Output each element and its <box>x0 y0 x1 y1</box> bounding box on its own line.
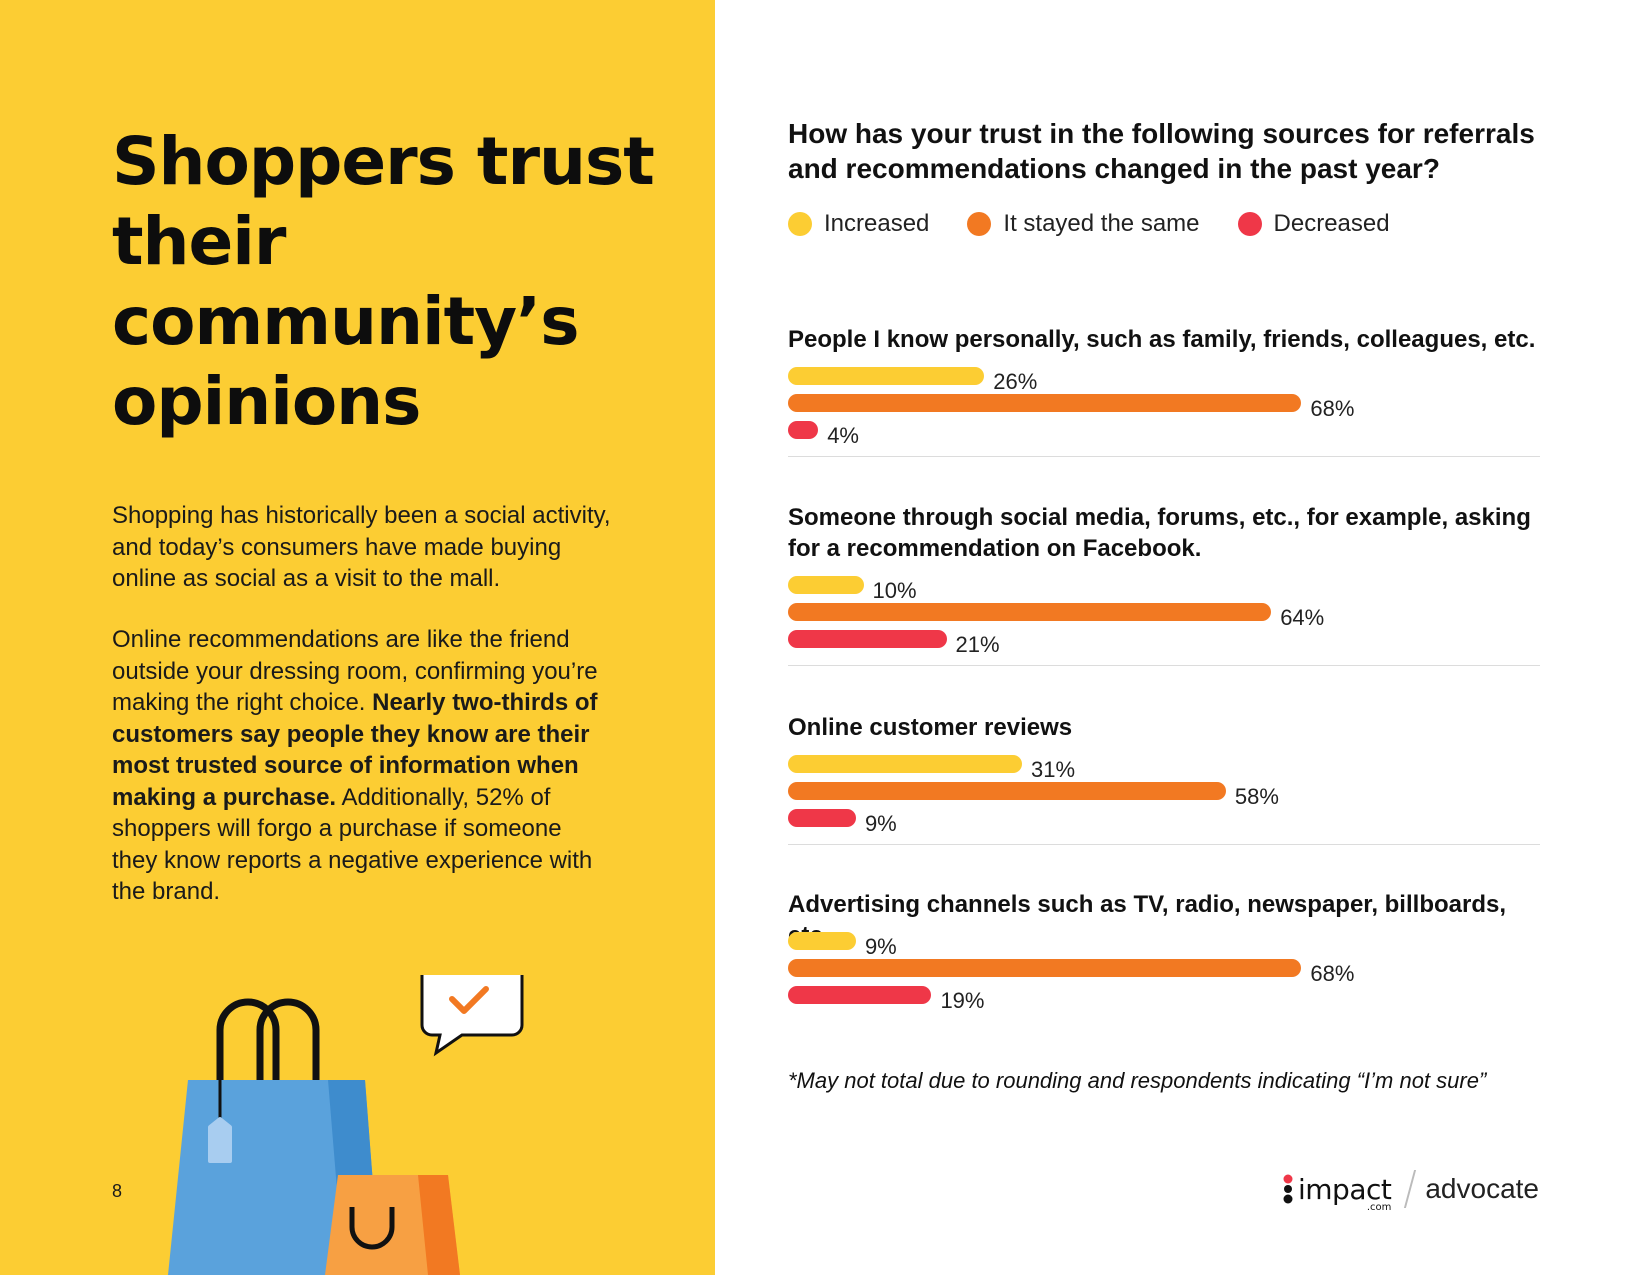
group-divider <box>788 844 1540 845</box>
category-label: Online customer reviews <box>788 714 1073 741</box>
logo-brand-text: impact .com <box>1298 1172 1392 1213</box>
left-panel: Shoppers trust their community’s opinion… <box>0 0 715 1275</box>
stat-paragraph-start: Online recommendations are like the frie… <box>112 626 598 716</box>
intro-paragraph: Shopping has historically been a social … <box>112 502 611 592</box>
bar-decreased <box>788 630 947 648</box>
logo-brand-suffix: .com <box>1366 1201 1392 1213</box>
category-label: People I know personally, such as family… <box>788 326 1536 353</box>
impact-advocate-logo: impact .com advocate <box>1282 1170 1539 1213</box>
legend-swatch-decreased <box>1237 212 1262 236</box>
bar-value-label: 9% <box>864 811 897 836</box>
bar-increased <box>788 755 1023 773</box>
page-number: 8 <box>112 1181 123 1201</box>
bar-value-label: 9% <box>864 934 897 959</box>
shopping-bags-illustration <box>168 975 524 1275</box>
bar-value-label: 4% <box>827 423 859 448</box>
bar-value-label: 21% <box>955 632 1000 657</box>
bar-decreased <box>788 421 819 439</box>
legend-swatch-increased <box>788 212 812 236</box>
bar-value-label: 64% <box>1280 605 1325 630</box>
bar-value-label: 26% <box>993 369 1038 394</box>
bar-chart: People I know personally, such as family… <box>788 0 1540 1275</box>
logo-brand: impact <box>1298 1172 1392 1206</box>
bar-stayed-same <box>788 959 1302 977</box>
impact-logo-mark-icon <box>1283 1174 1293 1204</box>
bar-value-label: 68% <box>1310 961 1355 986</box>
orange-shopping-bag-icon <box>325 1175 460 1275</box>
bar-stayed-same <box>788 603 1272 621</box>
chart-footnote: *May not total due to rounding and respo… <box>788 1068 1487 1093</box>
bar-stayed-same <box>788 394 1302 412</box>
bar-decreased <box>788 809 856 827</box>
legend-label-decreased: Decreased <box>1273 210 1390 237</box>
bar-value-label: 58% <box>1234 784 1279 809</box>
legend-item-decreased: Decreased <box>1237 210 1390 238</box>
bar-value-label: 19% <box>940 988 985 1013</box>
legend-item-stayed-same: It stayed the same <box>967 210 1200 238</box>
group-divider <box>788 665 1540 666</box>
category-label: Advertising channels such as TV, radio, … <box>788 891 1506 949</box>
bar-increased <box>788 367 985 385</box>
legend-label-stayed-same: It stayed the same <box>1003 210 1200 237</box>
headline: Shoppers trust their community’s opinion… <box>112 123 655 440</box>
stat-paragraph-highlight: Nearly two-thirds of customers say peopl… <box>112 689 598 811</box>
stat-paragraph: Online recommendations are like the frie… <box>112 624 612 908</box>
chart-title: How has your trust in the following sour… <box>788 118 1535 184</box>
chart-legend: Increased It stayed the same Decreased <box>788 210 1428 238</box>
legend-swatch-stayed-same <box>967 212 992 236</box>
category-label: Someone through social media, forums, et… <box>788 504 1531 562</box>
bar-stayed-same <box>788 782 1226 800</box>
chat-bubble-check-icon <box>420 975 524 1057</box>
bar-value-label: 68% <box>1310 396 1355 421</box>
bar-increased <box>788 576 864 594</box>
group-divider <box>788 456 1540 457</box>
logo-divider <box>1404 1170 1417 1208</box>
bar-value-label: 10% <box>872 578 917 603</box>
legend-item-increased: Increased <box>788 210 929 238</box>
legend-label-increased: Increased <box>824 210 930 237</box>
bar-increased <box>788 932 856 950</box>
stat-paragraph-end: Additionally, 52% of shoppers will forgo… <box>112 783 593 906</box>
logo-product-text: advocate <box>1425 1173 1539 1204</box>
bar-decreased <box>788 986 932 1004</box>
bar-value-label: 31% <box>1031 757 1076 782</box>
